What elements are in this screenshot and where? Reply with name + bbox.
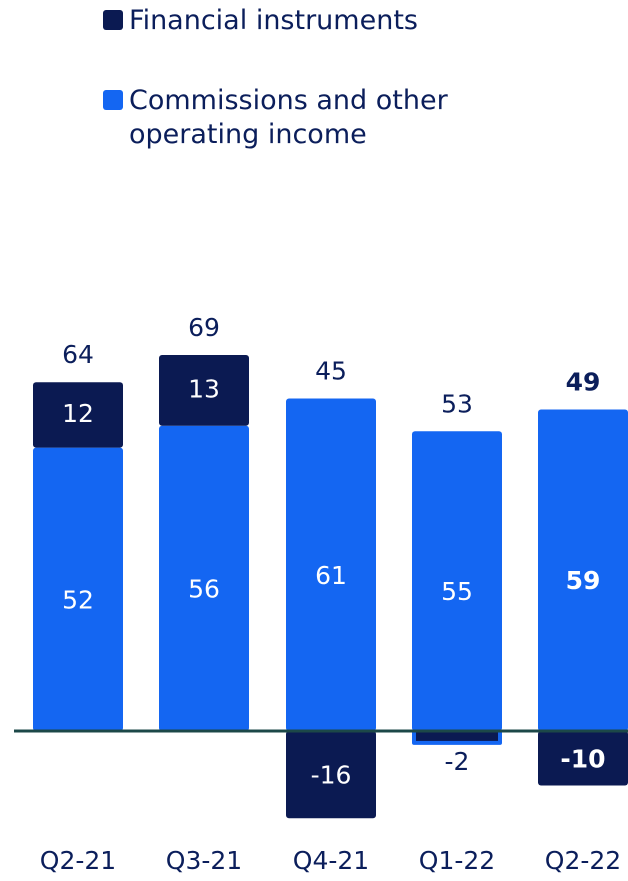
bar-commissions-Q3-21 — [159, 425, 249, 731]
x-tick-label-Q2-22: Q2-22 — [545, 846, 621, 875]
x-tick-label-Q4-21: Q4-21 — [293, 846, 369, 875]
data-label-commissions-Q2-22: 59 — [566, 566, 601, 595]
data-label-total-Q2-21: 64 — [62, 340, 94, 369]
bar-financial-Q4-21 — [286, 731, 376, 819]
data-label-commissions-Q4-21: 61 — [315, 561, 347, 590]
data-label-total-Q3-21: 69 — [188, 313, 220, 342]
x-tick-label-Q3-21: Q3-21 — [166, 846, 242, 875]
data-label-commissions-Q3-21: 56 — [188, 574, 220, 603]
bar-financial-Q1-22 — [416, 732, 498, 741]
data-label-total-Q4-21: 45 — [315, 357, 347, 386]
x-tick-label-Q2-21: Q2-21 — [40, 846, 116, 875]
data-label-financial-Q3-21: 13 — [188, 374, 220, 403]
data-label-total-Q2-22: 49 — [566, 367, 601, 396]
data-label-commissions-Q1-22: 55 — [441, 577, 473, 606]
data-label-financial-Q2-22: -10 — [560, 744, 605, 773]
legend-item-financial: Financial instruments — [103, 4, 509, 38]
data-label-financial-Q4-21: -16 — [311, 761, 352, 790]
legend-label-commissions: Commissions and other operating income — [129, 85, 448, 150]
bar-financial-Q2-21 — [33, 382, 123, 448]
legend-swatch-financial — [103, 10, 123, 30]
bar-commissions-Q1-22 — [412, 431, 502, 731]
bar-financial-Q3-21 — [159, 354, 249, 426]
legend-label-financial: Financial instruments — [129, 5, 418, 36]
bar-commissions-Q2-22 — [538, 409, 628, 731]
bar-financial-Q2-22 — [538, 731, 628, 786]
data-label-commissions-Q2-21: 52 — [62, 585, 94, 614]
data-label-financial-Q2-21: 12 — [62, 399, 94, 428]
data-label-total-Q1-22: 53 — [441, 389, 473, 418]
x-tick-label-Q1-22: Q1-22 — [419, 846, 495, 875]
data-label-financial-Q1-22: -2 — [445, 747, 470, 776]
bar-commissions-Q2-21 — [33, 447, 123, 731]
legend-item-commissions: Commissions and other operating income — [103, 84, 509, 152]
bar-commissions-Q4-21 — [286, 398, 376, 731]
legend-swatch-commissions — [103, 90, 123, 110]
